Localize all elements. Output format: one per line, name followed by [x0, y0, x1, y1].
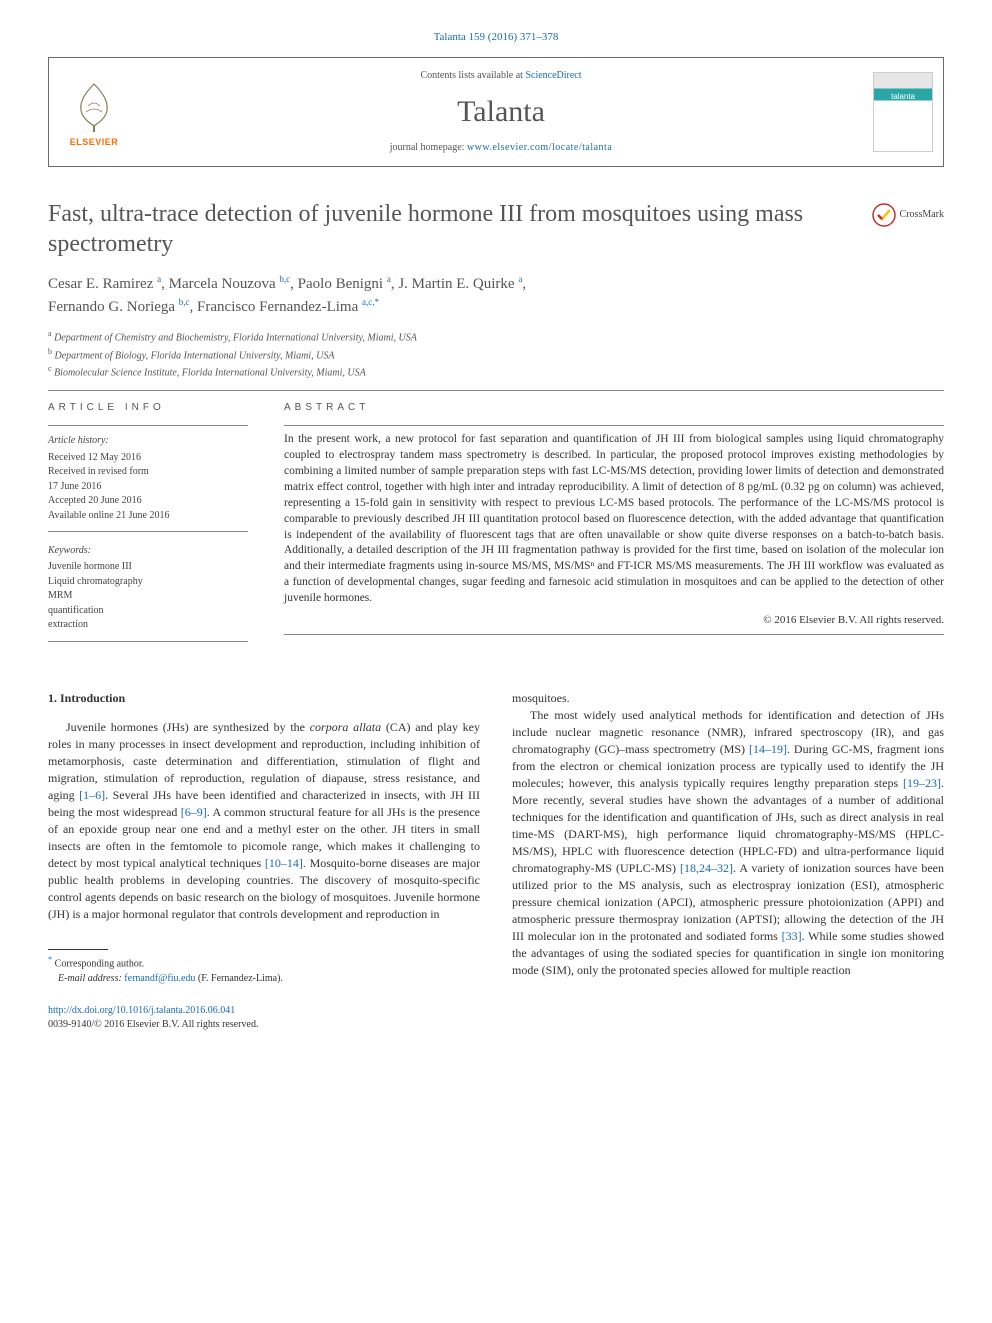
- ref-link[interactable]: [18,24–32]: [680, 861, 733, 875]
- keyword: extraction: [48, 618, 248, 633]
- history-line: Available online 21 June 2016: [48, 509, 248, 524]
- keywords-block: Keywords: Juvenile hormone III Liquid ch…: [48, 544, 248, 642]
- email-link[interactable]: fernandf@fiu.edu: [124, 973, 195, 984]
- author-aff: b,c: [179, 297, 190, 307]
- affiliations: a Department of Chemistry and Biochemist…: [48, 328, 944, 380]
- aff-text: Department of Biology, Florida Internati…: [55, 350, 335, 361]
- contents-line: Contents lists available at ScienceDirec…: [139, 69, 863, 83]
- author-name: Cesar E. Ramirez: [48, 276, 153, 292]
- ref-link[interactable]: [19–23]: [903, 776, 941, 790]
- ref-link[interactable]: [1–6]: [79, 788, 105, 802]
- divider: [284, 634, 944, 635]
- abstract-head: ABSTRACT: [284, 401, 944, 415]
- abstract-copyright: © 2016 Elsevier B.V. All rights reserved…: [284, 613, 944, 628]
- author: J. Martin E. Quirke a: [398, 276, 522, 292]
- footnotes: * Corresponding author. E-mail address: …: [48, 954, 480, 985]
- keyword: quantification: [48, 604, 248, 619]
- journal-name: Talanta: [139, 91, 863, 133]
- author-aff: b,c: [279, 274, 290, 284]
- publisher-label: ELSEVIER: [70, 136, 119, 149]
- divider: [284, 425, 944, 426]
- authors-list: Cesar E. Ramirez a, Marcela Nouzova b,c,…: [48, 273, 944, 318]
- paragraph: Juvenile hormones (JHs) are synthesized …: [48, 719, 480, 923]
- history-head: Article history:: [48, 434, 248, 449]
- article-title: Fast, ultra-trace detection of juvenile …: [48, 199, 860, 259]
- author-name: Fernando G. Noriega: [48, 299, 175, 315]
- history-line: Received in revised form: [48, 465, 248, 480]
- sciencedirect-link[interactable]: ScienceDirect: [525, 70, 581, 81]
- keywords-head: Keywords:: [48, 544, 248, 558]
- author-aff: a: [387, 274, 391, 284]
- ref-link[interactable]: [6–9]: [181, 805, 207, 819]
- aff-key: c: [48, 364, 52, 373]
- aff-key: b: [48, 347, 52, 356]
- paragraph: The most widely used analytical methods …: [512, 707, 944, 980]
- corr-text: Corresponding author.: [55, 959, 144, 970]
- homepage-line: journal homepage: www.elsevier.com/locat…: [139, 141, 863, 155]
- section-heading: 1. Introduction: [48, 690, 480, 707]
- paragraph: mosquitoes.: [512, 690, 944, 707]
- author-aff: a,c,: [362, 297, 375, 307]
- body-column-left: 1. Introduction Juvenile hormones (JHs) …: [48, 690, 480, 1032]
- body-column-right: mosquitoes. The most widely used analyti…: [512, 690, 944, 1032]
- history-line: Received 12 May 2016: [48, 451, 248, 466]
- email-label: E-mail address:: [58, 973, 124, 984]
- author: Paolo Benigni a: [298, 276, 391, 292]
- contents-prefix: Contents lists available at: [420, 70, 525, 81]
- author-name: Marcela Nouzova: [169, 276, 276, 292]
- email-line: E-mail address: fernandf@fiu.edu (F. Fer…: [48, 972, 480, 986]
- author-name: J. Martin E. Quirke: [398, 276, 514, 292]
- author: Francisco Fernandez-Lima a,c,*: [197, 299, 379, 315]
- ref-link[interactable]: [33]: [782, 929, 802, 943]
- aff-text: Biomolecular Science Institute, Florida …: [54, 367, 366, 378]
- header-citation: Talanta 159 (2016) 371–378: [48, 30, 944, 45]
- affiliation: c Biomolecular Science Institute, Florid…: [48, 363, 944, 380]
- history-line: Accepted 20 June 2016: [48, 494, 248, 509]
- author: Fernando G. Noriega b,c: [48, 299, 190, 315]
- aff-key: a: [48, 329, 52, 338]
- journal-header-box: ELSEVIER Contents lists available at Sci…: [48, 57, 944, 167]
- history-line: 17 June 2016: [48, 480, 248, 495]
- abstract-text: In the present work, a new protocol for …: [284, 432, 944, 606]
- author: Cesar E. Ramirez a: [48, 276, 161, 292]
- affiliation: a Department of Chemistry and Biochemist…: [48, 328, 944, 345]
- article-info-head: ARTICLE INFO: [48, 401, 248, 415]
- ref-link[interactable]: [10–14]: [265, 856, 303, 870]
- issn-copyright: 0039-9140/© 2016 Elsevier B.V. All right…: [48, 1018, 480, 1032]
- header-center: Contents lists available at ScienceDirec…: [139, 69, 863, 155]
- aff-text: Department of Chemistry and Biochemistry…: [54, 333, 417, 344]
- keyword: MRM: [48, 589, 248, 604]
- crossmark-icon: [872, 203, 896, 227]
- footer: http://dx.doi.org/10.1016/j.talanta.2016…: [48, 1004, 480, 1032]
- article-info-column: ARTICLE INFO Article history: Received 1…: [48, 401, 248, 642]
- abstract-column: ABSTRACT In the present work, a new prot…: [284, 401, 944, 642]
- homepage-prefix: journal homepage:: [390, 142, 467, 153]
- author-name: Francisco Fernandez-Lima: [197, 299, 358, 315]
- article-history: Article history: Received 12 May 2016 Re…: [48, 425, 248, 532]
- doi-link[interactable]: http://dx.doi.org/10.1016/j.talanta.2016…: [48, 1005, 235, 1016]
- corresponding-marker: *: [374, 297, 379, 307]
- author-name: Paolo Benigni: [298, 276, 383, 292]
- ref-link[interactable]: [14–19]: [749, 742, 787, 756]
- publisher-logo[interactable]: ELSEVIER: [49, 58, 139, 166]
- footnote-rule: [48, 949, 108, 950]
- author-aff: a: [157, 274, 161, 284]
- affiliation: b Department of Biology, Florida Interna…: [48, 346, 944, 363]
- cover-image: [873, 72, 933, 152]
- corresponding-note: * Corresponding author.: [48, 954, 480, 971]
- author: Marcela Nouzova b,c: [169, 276, 291, 292]
- email-suffix: (F. Fernandez-Lima).: [195, 973, 283, 984]
- elsevier-tree-icon: [64, 76, 124, 136]
- crossmark-badge[interactable]: CrossMark: [872, 203, 944, 227]
- divider: [48, 390, 944, 391]
- crossmark-label: CrossMark: [900, 208, 944, 222]
- keyword: Juvenile hormone III: [48, 560, 248, 575]
- journal-cover-thumb[interactable]: [863, 58, 943, 166]
- author-aff: a: [518, 274, 522, 284]
- keyword: Liquid chromatography: [48, 575, 248, 590]
- homepage-link[interactable]: www.elsevier.com/locate/talanta: [467, 142, 612, 153]
